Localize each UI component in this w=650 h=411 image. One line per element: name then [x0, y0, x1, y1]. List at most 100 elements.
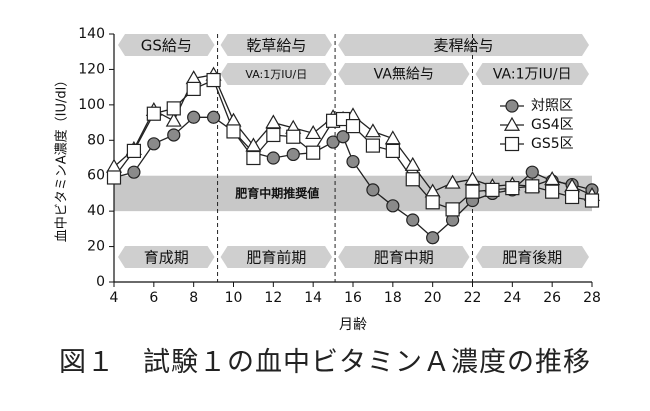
data-point-square: [445, 202, 460, 217]
y-tick-label: 80: [87, 132, 105, 148]
data-point-triangle: [444, 174, 461, 189]
x-tick-label: 24: [503, 290, 521, 306]
data-point-circle: [206, 110, 221, 124]
vitamin-period-1-banner: [338, 63, 470, 85]
data-point-circle: [346, 154, 360, 169]
data-point-triangle: [544, 171, 561, 186]
data-point-square: [146, 106, 161, 121]
data-point-square: [306, 145, 321, 160]
legend-marker-square: [504, 136, 520, 152]
data-point-circle: [426, 231, 440, 245]
recommended-range-label: 肥育中期推奨値: [235, 185, 319, 200]
data-point-circle: [147, 137, 161, 151]
data-point-circle: [187, 110, 201, 124]
vitamin-period-0-banner: [220, 63, 333, 85]
feed-period-2-label: 麦稈給与: [434, 37, 494, 55]
data-point-square: [465, 184, 480, 199]
growth-stage-2-banner: [338, 246, 470, 268]
feed-period-0-banner: [118, 34, 215, 56]
data-point-triangle: [305, 124, 322, 140]
feed-period-1-banner: [220, 34, 333, 56]
x-tick-label: 16: [344, 290, 362, 306]
y-axis-title: 血中ビタミンA濃度（IU/dl）: [54, 74, 70, 243]
data-point-square: [345, 119, 361, 134]
y-tick-label: 60: [87, 168, 105, 184]
growth-stage-1-label: 肥育前期: [246, 249, 306, 267]
x-tick-label: 26: [543, 290, 561, 306]
y-tick-label: 40: [87, 203, 105, 219]
feed-period-2-banner: [338, 34, 589, 56]
x-tick-label: 18: [384, 290, 402, 306]
growth-stage-2-label: 肥育中期: [374, 249, 434, 267]
data-point-triangle: [165, 112, 182, 127]
data-point-triangle: [364, 123, 381, 138]
data-point-square: [206, 72, 221, 88]
data-point-triangle: [245, 137, 262, 152]
y-tick-label: 0: [96, 274, 105, 290]
data-point-square: [505, 181, 520, 196]
data-point-circle: [366, 183, 380, 197]
data-point-square: [365, 138, 381, 153]
y-tick-label: 20: [87, 239, 105, 255]
vitamin-a-line-chart: 肥育中期推奨値 GS給与 乾草給与 麦稈給与 VA:1万IU/日 VA無給与 VA:1万IU…: [54, 26, 601, 333]
recommended-range-band: [114, 175, 592, 212]
x-tick-label: 8: [189, 290, 198, 306]
data-point-square: [405, 172, 420, 187]
data-point-circle: [127, 165, 141, 179]
data-point-triangle: [464, 171, 481, 186]
x-tick-label: 12: [264, 290, 282, 306]
data-point-square: [545, 184, 560, 199]
x-tick-label: 22: [464, 290, 482, 306]
growth-stage-3-label: 肥育後期: [502, 249, 562, 267]
feed-period-0-label: GS給与: [141, 37, 192, 55]
x-tick-label: 10: [225, 290, 243, 306]
data-point-square: [186, 81, 201, 97]
data-point-circle: [286, 147, 300, 162]
x-tick-label: 14: [304, 290, 322, 306]
data-point-circle: [406, 213, 420, 227]
data-point-square: [425, 195, 440, 210]
y-tick-label: 140: [78, 26, 105, 42]
data-point-square: [584, 193, 600, 208]
growth-stage-1-banner: [220, 246, 333, 268]
data-point-square: [226, 124, 241, 139]
legend-label: GS5区: [531, 136, 574, 152]
y-tick-label: 120: [78, 61, 105, 77]
vitamin-period-1-label: VA無給与: [374, 67, 434, 83]
legend-marker-circle: [505, 99, 519, 113]
x-tick-label: 4: [110, 290, 119, 306]
legend-label: GS4区: [531, 117, 574, 133]
vitamin-period-2-label: VA:1万IU/日: [493, 67, 572, 83]
data-point-square: [126, 143, 142, 159]
data-point-square: [266, 127, 281, 143]
figure-caption: 図１ 試験１の血中ビタミンＡ濃度の推移: [59, 347, 591, 378]
data-point-square: [106, 170, 122, 185]
x-tick-label: 20: [424, 290, 442, 306]
data-point-circle: [266, 151, 280, 165]
x-axis-title: 月齢: [339, 317, 367, 333]
y-tick-label: 100: [78, 97, 105, 113]
growth-stage-3-banner: [475, 246, 589, 268]
legend-marker-triangle: [503, 116, 521, 131]
data-point-square: [485, 182, 500, 197]
growth-stage-0-label: 育成期: [144, 249, 189, 267]
data-point-triangle: [384, 130, 401, 145]
data-point-circle: [386, 199, 400, 213]
data-point-square: [564, 189, 580, 205]
feed-period-1-label: 乾草給与: [246, 37, 306, 55]
legend-label: 対照区: [531, 98, 573, 114]
vitamin-period-0-label: VA:1万IU/日: [245, 68, 307, 81]
vitamin-period-2-banner: [475, 63, 589, 85]
data-point-triangle: [265, 114, 282, 129]
x-tick-label: 6: [149, 290, 158, 306]
data-point-square: [246, 150, 261, 166]
data-point-circle: [336, 130, 350, 144]
x-tick-label: 28: [583, 290, 601, 306]
data-point-square: [385, 143, 400, 159]
growth-stage-0-banner: [118, 246, 215, 268]
data-point-circle: [167, 128, 181, 142]
data-point-square: [525, 179, 540, 194]
data-point-square: [286, 129, 301, 144]
data-point-circle: [525, 165, 539, 179]
data-point-square: [166, 101, 181, 116]
